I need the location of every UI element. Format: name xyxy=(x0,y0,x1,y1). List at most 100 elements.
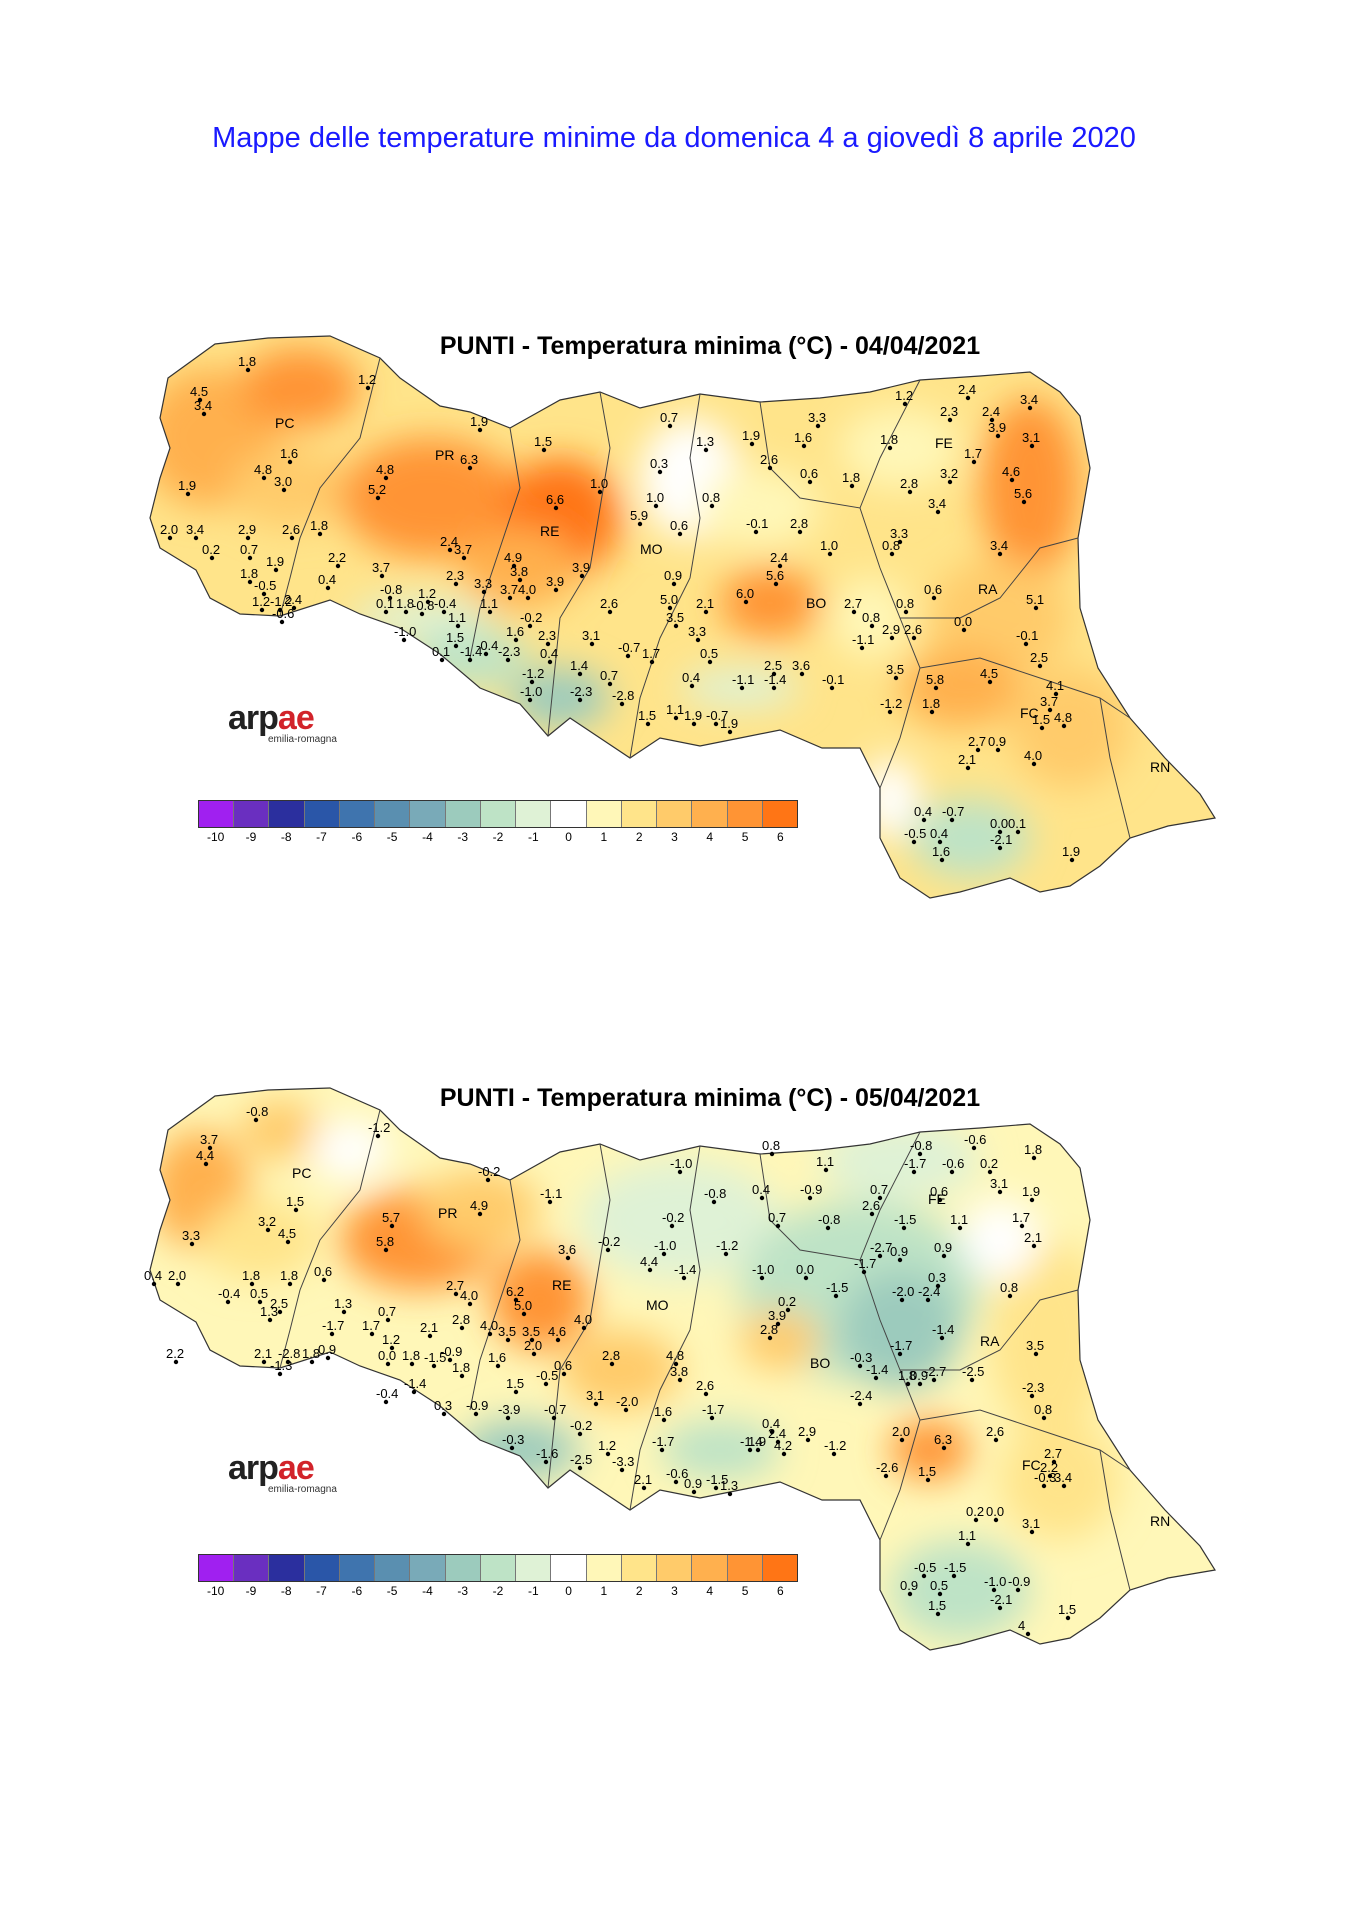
station-dot xyxy=(167,535,173,541)
station-dot xyxy=(949,817,955,823)
station: 4.6 xyxy=(548,1324,566,1343)
province-borders xyxy=(279,357,1131,839)
station: 1.9 xyxy=(1062,844,1080,863)
station-value: 5.2 xyxy=(368,482,386,497)
station: -0.7 xyxy=(618,640,640,659)
station-value: 3.3 xyxy=(808,410,826,425)
station-value: 1.1 xyxy=(958,1528,976,1543)
station: 0.9 xyxy=(900,1578,918,1597)
station-value: 3.4 xyxy=(1054,1470,1072,1485)
station-value: 0.8 xyxy=(1000,1280,1018,1295)
station-value: 1.2 xyxy=(382,1332,400,1347)
station: 4.1 xyxy=(1046,678,1064,697)
station-value: 4.4 xyxy=(196,1148,214,1163)
station-dot xyxy=(529,1337,535,1343)
station-value: -1.2 xyxy=(824,1438,846,1453)
station-value: -0.5 xyxy=(254,578,276,593)
station: 5.6 xyxy=(1014,486,1032,505)
station-dot xyxy=(673,715,679,721)
station-value: 6.3 xyxy=(934,1432,952,1447)
station-dot xyxy=(261,475,267,481)
station: 5.9 xyxy=(630,508,648,527)
station-value: 1.8 xyxy=(842,470,860,485)
station-dot xyxy=(965,765,971,771)
station: -0.8 xyxy=(380,582,402,601)
station: -0.6 xyxy=(666,1466,688,1485)
station-dot xyxy=(387,595,393,601)
station: -0.4 xyxy=(434,596,456,615)
station-dot xyxy=(459,1373,465,1379)
station-dot xyxy=(911,635,917,641)
station-dot xyxy=(993,1517,999,1523)
station-value: 1.1 xyxy=(480,596,498,611)
station: 4.4 xyxy=(640,1254,658,1273)
station-dot xyxy=(833,1293,839,1299)
station-dot xyxy=(673,1479,679,1485)
station: 1.9 xyxy=(684,708,702,727)
station-value: 1.1 xyxy=(950,1212,968,1227)
legend-tick: -2 xyxy=(492,830,504,844)
station-value: 4.9 xyxy=(470,1198,488,1213)
province-label: FE xyxy=(935,435,953,451)
station-value: -1.6 xyxy=(536,1446,558,1461)
station: 0.4 xyxy=(930,826,948,845)
station-dot xyxy=(401,637,407,643)
province-label: RE xyxy=(552,1277,571,1293)
station-value: 4.9 xyxy=(504,550,522,565)
station: -0.7 xyxy=(544,1402,566,1421)
legend-swatch xyxy=(657,1555,693,1581)
station-value: 0.0 xyxy=(378,1348,396,1363)
station-value: 4.1 xyxy=(1046,678,1064,693)
station-value: 1.9 xyxy=(266,554,284,569)
station: 1.0 xyxy=(820,538,838,557)
station-value: -2.5 xyxy=(570,1452,592,1467)
station-dot xyxy=(883,1473,889,1479)
station: 3.7 xyxy=(1040,694,1058,713)
station: 2.3 xyxy=(940,404,958,423)
station-dot xyxy=(325,585,331,591)
station-value: 2.7 xyxy=(446,1278,464,1293)
station-dot xyxy=(547,659,553,665)
station-value: -0.3 xyxy=(502,1432,524,1447)
station-dot xyxy=(1033,605,1039,611)
station-dot xyxy=(249,1281,255,1287)
station: 0.1 xyxy=(376,596,394,615)
station: 3.1 xyxy=(1022,430,1040,449)
station-value: 2.6 xyxy=(282,522,300,537)
legend-swatch xyxy=(551,801,587,827)
station-value: 0.5 xyxy=(250,1286,268,1301)
station: 1.1 xyxy=(816,1154,834,1173)
legend-tick: -8 xyxy=(280,1584,292,1598)
station-value: 5.0 xyxy=(514,1298,532,1313)
station: 0.3 xyxy=(928,1270,946,1289)
station-value: 1.7 xyxy=(964,446,982,461)
station: 1.2 xyxy=(382,1332,400,1351)
province-label: RN xyxy=(1150,759,1170,775)
station-dot xyxy=(473,1411,479,1417)
station-dot xyxy=(551,1415,557,1421)
station-value: 0.9 xyxy=(934,1240,952,1255)
station: 1.8 xyxy=(880,432,898,451)
station-dot xyxy=(605,1451,611,1457)
station-dot xyxy=(383,1399,389,1405)
station-value: 0.8 xyxy=(762,1138,780,1153)
station-value: -1.2 xyxy=(716,1238,738,1253)
legend-tick: 3 xyxy=(671,830,678,844)
legend-swatch xyxy=(480,1555,517,1581)
station-dot xyxy=(877,1253,883,1259)
station-dot xyxy=(713,1485,719,1491)
station-dot xyxy=(965,395,971,401)
station: 1.6 xyxy=(488,1350,506,1369)
legend-swatch xyxy=(375,1555,411,1581)
station: -2.0 xyxy=(892,1284,914,1303)
station-value: 1.1 xyxy=(448,610,466,625)
station: -0.9 xyxy=(800,1182,822,1201)
station-value: -1.2 xyxy=(270,594,292,609)
station-dot xyxy=(995,433,1001,439)
station-dot xyxy=(293,1207,299,1213)
station: 2.9 xyxy=(238,522,256,541)
station: 0.8 xyxy=(862,610,880,629)
station-value: 3.4 xyxy=(1020,392,1038,407)
station: 4.8 xyxy=(376,462,394,481)
station-dot xyxy=(767,465,773,471)
